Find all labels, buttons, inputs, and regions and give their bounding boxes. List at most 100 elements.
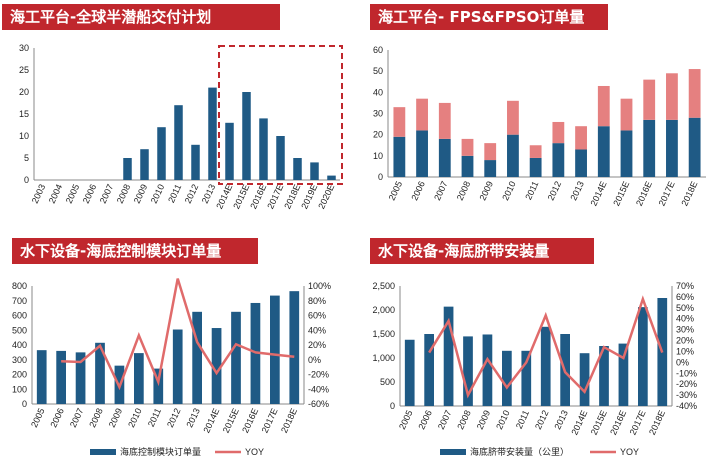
x-tick-label: 2010 <box>494 409 512 431</box>
x-tick-label: 2020E <box>316 183 336 211</box>
x-tick-label: 2017E <box>657 180 677 208</box>
chart-title-4: 水下设备-海底脐带安装量 <box>370 238 594 264</box>
y-tick-label: 10 <box>373 151 383 161</box>
y-tick-label: 10 <box>19 131 29 141</box>
x-tick-label: 2016E <box>634 180 654 208</box>
bar <box>461 155 474 177</box>
x-tick-label: 2009 <box>132 183 150 205</box>
bar <box>192 311 202 404</box>
bar <box>502 350 512 406</box>
x-tick-label: 2009 <box>477 180 495 202</box>
x-tick-label: 2004 <box>47 183 65 205</box>
x-tick-label: 2014E <box>201 407 221 435</box>
y2-tick-label: -60% <box>308 399 329 409</box>
x-tick-label: 2012 <box>165 407 183 429</box>
bar <box>438 138 451 177</box>
bar <box>666 119 678 177</box>
y-tick-label: 0 <box>378 172 383 182</box>
highlight-box <box>218 45 343 185</box>
y2-tick-label: 40% <box>308 325 326 335</box>
x-tick-label: 2012 <box>533 409 551 431</box>
x-tick-label: 2006 <box>81 183 99 205</box>
y-tick-label: 300 <box>12 355 27 365</box>
y2-tick-label: 30% <box>676 325 694 335</box>
legend: 海底脐带安装量（公里） YOY <box>440 446 639 457</box>
x-tick-label: 2007 <box>98 183 116 205</box>
bar <box>276 136 285 180</box>
x-tick-label: 2007 <box>68 407 86 429</box>
chart-4: 0 500 1,000 1,500 2,000 2,500 2005 2006 2007 2008… <box>372 281 697 457</box>
bar <box>507 100 519 135</box>
x-tick-label: 2015E <box>221 407 241 435</box>
y-tick-label: 800 <box>12 281 27 291</box>
x-tick-label: 2018E <box>679 180 699 208</box>
y2-tick-label: -10% <box>676 368 697 378</box>
bar <box>529 145 542 158</box>
x-tick-label: 2014E <box>569 409 589 437</box>
bar <box>310 162 319 180</box>
y2-tick-label: 70% <box>676 281 694 291</box>
bar <box>484 160 497 177</box>
x-tick-label: 2009 <box>475 409 493 431</box>
x-tick-label: 2003 <box>30 183 48 205</box>
bar <box>208 87 217 180</box>
bar <box>140 149 149 180</box>
bar <box>643 119 656 177</box>
chart-2: 0 10 20 30 40 50 60 2005 2006 2007 2008 2009 2010 201… <box>373 45 706 208</box>
y-tick-label: 40 <box>373 87 383 97</box>
bar <box>242 92 251 180</box>
y2-tick-label: 50% <box>676 303 694 313</box>
x-tick-label: 2012 <box>183 183 201 205</box>
bar <box>56 350 66 404</box>
x-tick-label: 2018E <box>647 409 667 437</box>
y2-tick-label: -40% <box>676 401 697 411</box>
bar <box>597 126 610 177</box>
bar <box>552 121 565 144</box>
bar <box>521 350 532 406</box>
x-tick-label: 2011 <box>514 409 531 431</box>
y2-tick-label: 100% <box>308 281 331 291</box>
x-tick-label: 2012 <box>546 180 564 202</box>
x-tick-label: 2006 <box>416 409 434 431</box>
y2-tick-label: 0% <box>308 355 321 365</box>
bar <box>416 98 428 131</box>
x-tick-label: 2013 <box>184 407 202 429</box>
bar <box>327 175 336 180</box>
x-tick-label: 2008 <box>87 407 105 429</box>
bar <box>599 346 609 406</box>
y2-tick-label: -20% <box>308 370 329 380</box>
bar <box>174 105 183 180</box>
x-tick-label: 2006 <box>409 180 427 202</box>
y-tick-label: 600 <box>12 311 27 321</box>
bar <box>191 144 200 180</box>
bar <box>643 79 656 120</box>
chart-title-3: 水下设备-海底控制模块订单量 <box>12 238 258 264</box>
x-tick-label: 2018E <box>279 407 299 435</box>
y2-tick-label: 40% <box>676 314 694 324</box>
x-tick-label: 2008 <box>455 180 473 202</box>
x-tick-label: 2009 <box>107 407 125 429</box>
y-tick-label: 60 <box>373 45 383 55</box>
chart-panel-4: 水下设备-海底脐带安装量 0 500 1,000 1,500 2,000 2,500 200… <box>360 232 716 464</box>
y-tick-label: 0 <box>390 401 395 411</box>
y-tick-label: 20 <box>373 130 383 140</box>
chart-panel-3: 水下设备-海底控制模块订单量 0 100 200 300 400 500 600 700 800… <box>0 232 350 464</box>
y-tick-label: 15 <box>19 109 29 119</box>
bar <box>36 350 47 404</box>
bar <box>393 107 406 137</box>
y-tick-label: 1,000 <box>372 353 395 363</box>
y-tick-label: 25 <box>19 65 29 75</box>
y-tick-label: 30 <box>373 109 383 119</box>
x-tick-label: 2014E <box>589 180 609 208</box>
x-tick-label: 2011 <box>166 183 183 205</box>
chart-1: 0 5 10 15 20 25 30 2003 2004 2005 2006 2007 2008 2009… <box>19 43 343 211</box>
x-tick-label: 2011 <box>146 407 163 429</box>
bar <box>540 326 551 406</box>
bar <box>153 368 164 404</box>
x-tick-label: 2006 <box>48 407 66 429</box>
x-tick-label: 2008 <box>115 183 133 205</box>
bar <box>404 339 415 406</box>
y2-tick-label: -20% <box>676 379 697 389</box>
bar <box>620 130 633 177</box>
